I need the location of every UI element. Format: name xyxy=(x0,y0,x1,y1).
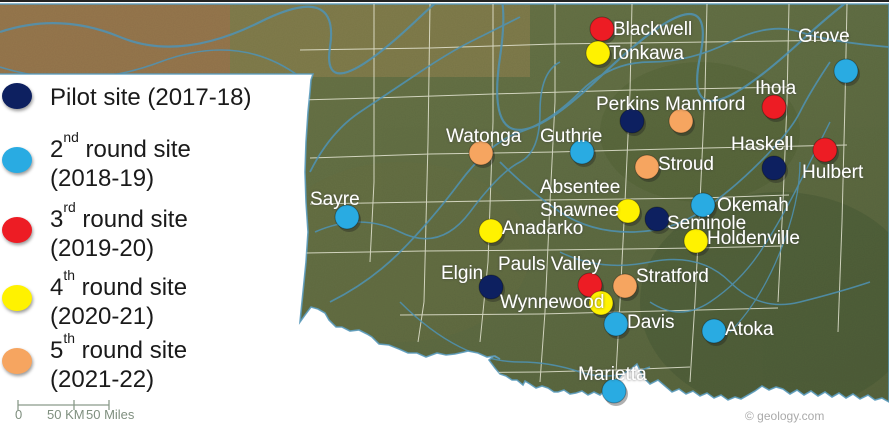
svg-text:Blackwell: Blackwell xyxy=(613,19,692,40)
svg-text:Tonkawa: Tonkawa xyxy=(609,43,684,64)
svg-text:Shawnee: Shawnee xyxy=(540,200,619,221)
svg-text:Davis: Davis xyxy=(627,312,675,333)
svg-text:50 Miles: 50 Miles xyxy=(86,407,135,422)
svg-text:Atoka: Atoka xyxy=(725,319,774,340)
svg-text:Watonga: Watonga xyxy=(446,126,522,147)
svg-text:© geology.com: © geology.com xyxy=(745,409,824,423)
svg-text:Marietta: Marietta xyxy=(578,364,647,385)
svg-text:Guthrie: Guthrie xyxy=(540,126,602,147)
svg-text:Holdenville: Holdenville xyxy=(707,228,800,249)
svg-text:Hulbert: Hulbert xyxy=(802,162,864,183)
svg-text:Ihola: Ihola xyxy=(755,78,797,99)
svg-text:Absentee: Absentee xyxy=(540,177,620,198)
svg-text:Anadarko: Anadarko xyxy=(502,218,583,239)
svg-text:Pauls Valley: Pauls Valley xyxy=(498,254,602,275)
svg-text:Haskell: Haskell xyxy=(731,134,793,155)
svg-text:Wynnewood: Wynnewood xyxy=(500,292,604,313)
svg-text:Grove: Grove xyxy=(798,26,850,47)
svg-text:50 KM: 50 KM xyxy=(47,407,85,422)
svg-text:Perkins: Perkins xyxy=(596,94,659,115)
svg-text:Stroud: Stroud xyxy=(658,154,714,175)
svg-text:Mannford: Mannford xyxy=(665,94,745,115)
svg-text:0: 0 xyxy=(15,407,22,422)
svg-text:Stratford: Stratford xyxy=(636,266,709,287)
svg-text:Sayre: Sayre xyxy=(310,189,360,210)
svg-text:Elgin: Elgin xyxy=(441,263,483,284)
